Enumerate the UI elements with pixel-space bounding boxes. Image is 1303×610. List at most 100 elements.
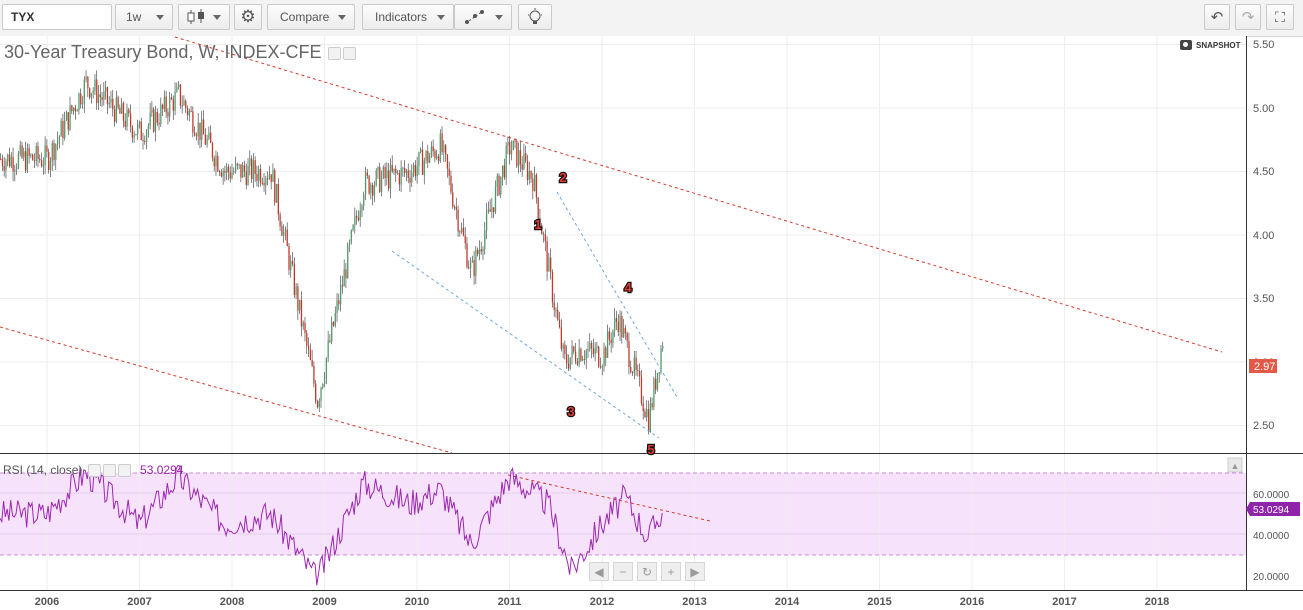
scroll-up-button[interactable]: ▲ (1227, 457, 1243, 473)
snapshot-label: SNAPSHOT (1196, 40, 1241, 50)
scroll-left-button[interactable]: ◀ (589, 562, 609, 581)
candle-body (42, 165, 45, 167)
candle-body (354, 215, 356, 226)
symbol-input[interactable]: TYX (2, 4, 112, 30)
interval-select[interactable]: 1w (115, 4, 173, 30)
candle-body (658, 372, 660, 374)
candle-body (26, 148, 28, 171)
close-icon[interactable] (117, 464, 131, 478)
lower-trendline[interactable] (0, 326, 453, 454)
candle-body (78, 93, 80, 111)
compare-button[interactable]: Compare (267, 4, 355, 30)
redo-button[interactable]: ↷ (1235, 4, 1261, 30)
rsi-legend: RSI (14, close) 53.0294 (3, 463, 183, 478)
zoom-in-button[interactable]: + (661, 562, 681, 581)
indicators-button[interactable]: Indicators (362, 4, 454, 30)
candle-body (242, 165, 244, 178)
rsi-trendline[interactable] (507, 474, 711, 522)
interval-text: 1w (126, 10, 142, 24)
candle-body (19, 145, 21, 154)
candle-body (396, 172, 399, 174)
svg-text:1: 1 (534, 217, 541, 232)
candle-body (395, 168, 397, 174)
candle-body (356, 215, 358, 218)
wedge-lower-line[interactable] (391, 250, 660, 439)
candle-body (541, 225, 543, 235)
wave-label-1: 1 (533, 216, 543, 234)
candle-body (64, 120, 66, 139)
snapshot-button[interactable]: SNAPSHOT (1180, 40, 1240, 50)
candle-body (327, 340, 329, 359)
candle-body (370, 185, 372, 194)
candle-body (108, 102, 110, 105)
chart-style-button[interactable] (178, 4, 230, 30)
chevron-left-icon: ◀ (594, 564, 604, 579)
candle-body (635, 357, 637, 371)
settings-button[interactable]: ⚙ (234, 4, 262, 30)
candle-body (599, 366, 602, 368)
scroll-right-button[interactable]: ▶ (685, 562, 705, 581)
candle-body (306, 333, 308, 346)
candle-body (368, 175, 370, 194)
candle-body (653, 378, 655, 408)
candle-body (380, 177, 383, 192)
candle-body (49, 161, 52, 171)
ideas-button[interactable] (518, 4, 552, 30)
candle-body (589, 342, 591, 350)
candle-body (176, 86, 178, 92)
candle-body (208, 132, 210, 139)
candle-body (384, 167, 386, 179)
candle-body (163, 96, 166, 109)
candle-body (631, 372, 634, 374)
candle-body (188, 110, 190, 116)
candle-body (510, 150, 513, 155)
undo-button[interactable]: ↶ (1204, 4, 1230, 30)
candle-body (528, 171, 530, 180)
candle-body (539, 218, 541, 226)
zoom-out-button[interactable]: − (613, 562, 633, 581)
candle-body (151, 109, 153, 113)
candle-body (265, 178, 267, 186)
candle-body (304, 322, 306, 334)
candle-body (596, 346, 598, 348)
candle-body (55, 144, 57, 160)
candle-body (590, 342, 593, 349)
candle-body (217, 155, 219, 172)
eye-icon[interactable] (328, 46, 342, 60)
candle-body (445, 145, 447, 155)
drawing-tools-button[interactable] (454, 4, 512, 30)
gear-icon: ⚙ (240, 7, 256, 26)
candle-body (0, 158, 2, 160)
candle-body (639, 370, 641, 377)
candle-body (473, 260, 475, 276)
candle-body (220, 172, 223, 177)
gear-icon[interactable] (343, 46, 357, 60)
candle-body (386, 170, 388, 179)
candle-body (482, 248, 484, 252)
reset-button[interactable]: ↻ (637, 562, 657, 581)
candle-body (496, 175, 498, 187)
gear-icon[interactable] (102, 464, 116, 478)
candle-body (430, 146, 433, 156)
main-pane-bg (0, 36, 1246, 453)
fullscreen-button[interactable]: ⛶ (1266, 4, 1294, 30)
candle-body (493, 207, 495, 213)
candle-body (12, 157, 14, 172)
eye-icon[interactable] (87, 464, 101, 478)
candle-body (288, 246, 290, 270)
svg-text:5: 5 (647, 442, 654, 457)
candle-body (222, 170, 224, 177)
candle-body (229, 172, 231, 179)
price-tick-3-50: 3.50 (1253, 293, 1274, 305)
chevron-down-icon (213, 15, 221, 20)
candle-body (256, 173, 258, 181)
candle-body (307, 345, 310, 350)
candle-body (535, 174, 538, 198)
upper-trendline[interactable] (174, 36, 1223, 353)
candle-body (649, 403, 651, 432)
candle-body (348, 242, 351, 246)
candle-body (404, 168, 406, 173)
candle-body (5, 161, 7, 171)
candle-body (243, 165, 246, 172)
